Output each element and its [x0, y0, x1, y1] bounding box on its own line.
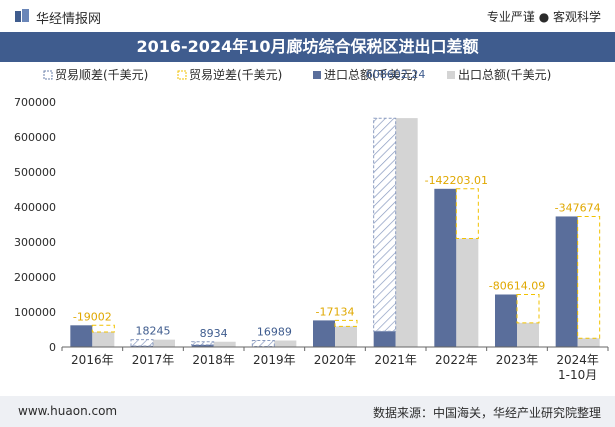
- chart-title: 2016-2024年10月廊坊综合保税区进出口差额: [136, 37, 479, 56]
- x-tick-label: 2016年: [71, 353, 114, 367]
- data-label: 18245: [136, 325, 171, 338]
- y-tick-label: 300000: [14, 236, 56, 249]
- bar-export: [335, 326, 357, 347]
- huajing-logo-icon: [15, 9, 29, 22]
- bars: [70, 117, 601, 347]
- bar-export: [577, 338, 600, 347]
- y-tick-label: 600000: [14, 131, 56, 144]
- footer: www.huaon.com 数据来源：中国海关，华经产业研究院整理: [0, 396, 615, 427]
- bar-import: [191, 344, 214, 347]
- footer-url: www.huaon.com: [18, 404, 118, 418]
- x-tick-label: 2017年: [132, 353, 175, 367]
- legend-label-2: 进口总额(千美元): [324, 68, 417, 82]
- data-label: 8934: [200, 327, 228, 340]
- legend-label-0: 贸易顺差(千美元): [55, 68, 148, 82]
- x-tick-label: 2020年: [314, 353, 357, 367]
- bar-deficit: [577, 215, 601, 339]
- x-axis: 2016年 2017年 2018年 2019年 2020年 2021年 2022年 2023年…: [61, 346, 609, 382]
- legend-label-3: 出口总额(千美元): [458, 68, 551, 82]
- y-tick-label: 400000: [14, 201, 56, 214]
- bar-deficit: [91, 324, 115, 333]
- bar-export: [274, 340, 297, 347]
- top-bar: 华经情报网 专业严谨 ● 客观科学: [0, 0, 615, 32]
- y-axis: 0 100000 200000 300000 400000 500000 600000 700…: [14, 96, 56, 354]
- bar-surplus: [191, 341, 215, 346]
- bar-export: [213, 341, 236, 347]
- data-label: -347674: [555, 201, 601, 214]
- legend-swatch-3: [447, 71, 455, 79]
- y-tick-label: 0: [49, 341, 56, 354]
- y-tick-label: 500000: [14, 166, 56, 179]
- legend-swatch-1: [177, 70, 187, 80]
- bar-export: [517, 322, 539, 347]
- slogan: 专业严谨 ● 客观科学: [486, 10, 601, 24]
- data-label: 16989: [257, 326, 292, 339]
- bar-deficit: [516, 294, 540, 324]
- legend-swatch-2: [313, 71, 321, 79]
- legend-swatch-0: [43, 70, 53, 80]
- bar-import: [313, 320, 335, 347]
- legend-label-1: 贸易逆差(千美元): [189, 67, 282, 82]
- y-tick-label: 100000: [14, 306, 56, 319]
- data-source: 数据来源：中国海关，华经产业研究院整理: [372, 406, 601, 420]
- bar-export: [153, 339, 175, 347]
- data-labels: -19002 18245 8934 16989 -17134 608602.24 -1422…: [73, 68, 601, 340]
- bar-surplus: [130, 339, 154, 347]
- brand-name: 华经情报网: [36, 12, 102, 27]
- data-label: 608602.24: [366, 68, 426, 81]
- legend: 贸易顺差(千美元) 贸易逆差(千美元) 进口总额(千美元) 出口总额(千美元): [43, 67, 551, 82]
- bar-import: [373, 331, 396, 347]
- bar-deficit: [455, 188, 479, 240]
- chart: 贸易顺差(千美元) 贸易逆差(千美元) 进口总额(千美元) 出口总额(千美元) 0 10…: [14, 67, 609, 382]
- bar-import: [70, 325, 93, 347]
- bar-surplus: [251, 340, 275, 347]
- x-tick-label: 2018年: [192, 353, 235, 367]
- bar-surplus: [373, 117, 397, 332]
- bar-export: [456, 238, 479, 347]
- data-label: -142203.01: [425, 174, 488, 187]
- x-tick-label: 2021年: [374, 353, 417, 367]
- x-tick-label: 2022年: [435, 353, 478, 367]
- bar-export: [92, 331, 115, 347]
- data-label: -80614.09: [489, 280, 545, 293]
- y-tick-label: 200000: [14, 271, 56, 284]
- bar-export: [395, 118, 418, 347]
- x-tick-label: 2019年: [253, 353, 296, 367]
- bar-import: [495, 294, 517, 347]
- title-bar: 2016-2024年10月廊坊综合保税区进出口差额: [0, 32, 615, 62]
- bar-import: [131, 345, 153, 347]
- x-tick-label: 2023年: [496, 353, 539, 367]
- x-tick-label: 1-10月: [558, 368, 597, 382]
- y-tick-label: 700000: [14, 96, 56, 109]
- bar-import: [555, 216, 578, 347]
- bar-deficit: [334, 319, 358, 327]
- x-tick-label: 2024年: [556, 353, 599, 367]
- data-label: -19002: [73, 310, 112, 323]
- bar-import: [434, 188, 457, 347]
- data-label: -17134: [316, 305, 355, 318]
